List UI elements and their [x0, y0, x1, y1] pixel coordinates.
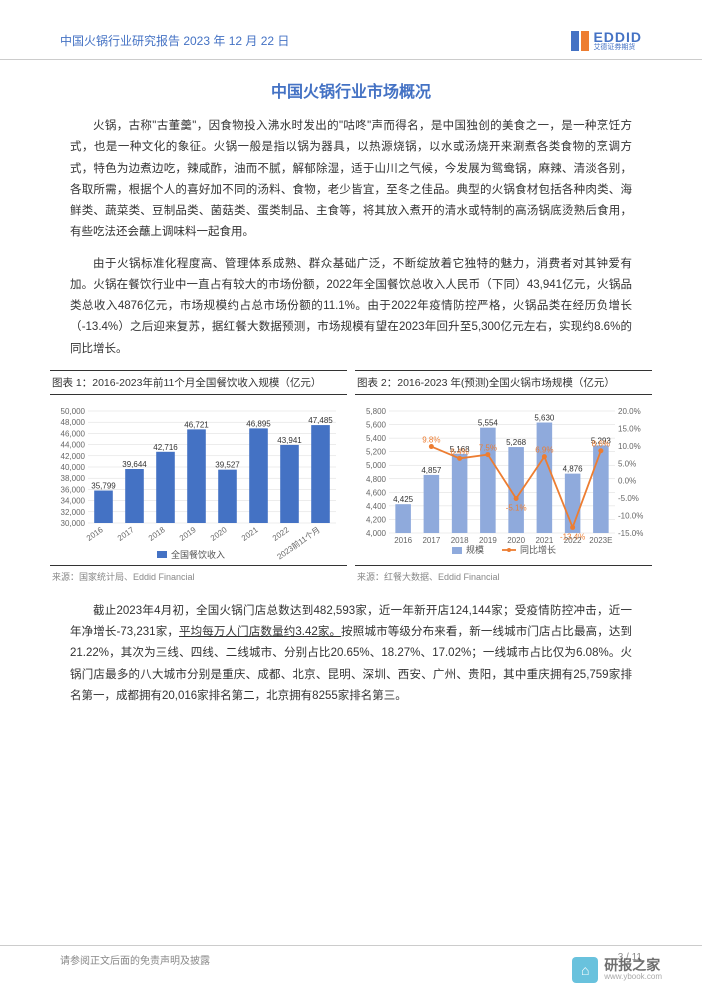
svg-text:40,000: 40,000 [61, 463, 86, 472]
svg-text:35,799: 35,799 [91, 481, 116, 490]
svg-text:4,400: 4,400 [366, 502, 387, 511]
header-title: 中国火锅行业研究报告 2023 年 12 月 22 日 [60, 32, 289, 49]
chart-1-box: 图表 1：2016-2023年前11个月全国餐饮收入规模（亿元） 30,0003… [50, 370, 347, 587]
chart-1-title: 图表 1：2016-2023年前11个月全国餐饮收入规模（亿元） [50, 371, 347, 395]
paragraph-1: 火锅，古称"古董羹"，因食物投入沸水时发出的"咕咚"声而得名，是中国独创的美食之… [0, 116, 702, 244]
svg-text:0.0%: 0.0% [618, 477, 636, 486]
svg-text:34,000: 34,000 [61, 497, 86, 506]
svg-text:36,000: 36,000 [61, 485, 86, 494]
page: 中国火锅行业研究报告 2023 年 12 月 22 日 EDDID 艾德证券期货… [0, 0, 702, 991]
watermark-icon: ⌂ [572, 957, 598, 983]
svg-text:4,600: 4,600 [366, 488, 387, 497]
chart-1-area: 30,000 32,000 34,000 36,000 38,000 40,000 42,0… [50, 395, 347, 565]
svg-text:2021: 2021 [240, 525, 260, 543]
svg-text:50,000: 50,000 [61, 407, 86, 416]
svg-text:2016: 2016 [394, 536, 412, 545]
svg-text:46,721: 46,721 [184, 420, 209, 429]
svg-text:-5.1%: -5.1% [506, 503, 527, 512]
svg-text:43,941: 43,941 [277, 436, 302, 445]
svg-text:同比增长: 同比增长 [520, 544, 556, 555]
svg-text:-10.0%: -10.0% [618, 511, 643, 520]
logo-sub: 艾德证券期货 [593, 44, 642, 51]
logo-text: EDDID 艾德证券期货 [593, 30, 642, 51]
svg-text:5,630: 5,630 [534, 413, 555, 422]
svg-text:2017: 2017 [422, 536, 440, 545]
chart-2-area: 4,000 4,200 4,400 4,600 4,800 5,000 5,200 5,400… [355, 395, 652, 565]
svg-text:46,000: 46,000 [61, 429, 86, 438]
charts-row: 图表 1：2016-2023年前11个月全国餐饮收入规模（亿元） 30,0003… [0, 370, 702, 587]
logo-bar-blue [571, 31, 579, 51]
logo-icon [571, 31, 589, 51]
svg-text:2019: 2019 [178, 525, 198, 543]
logo-main: EDDID [593, 30, 642, 44]
svg-text:2020: 2020 [507, 536, 525, 545]
svg-text:9.8%: 9.8% [422, 435, 440, 444]
svg-text:42,716: 42,716 [153, 443, 178, 452]
svg-text:32,000: 32,000 [61, 508, 86, 517]
svg-text:5,200: 5,200 [366, 448, 387, 457]
svg-text:7.5%: 7.5% [479, 443, 497, 452]
watermark: ⌂ 研报之家 www.ybook.com [572, 957, 662, 983]
svg-text:4,200: 4,200 [366, 515, 387, 524]
svg-text:2018: 2018 [147, 525, 167, 543]
watermark-sub: www.ybook.com [604, 973, 662, 982]
svg-text:全国餐饮收入: 全国餐饮收入 [171, 549, 225, 560]
section-title: 中国火锅行业市场概况 [0, 78, 702, 102]
svg-text:2022: 2022 [271, 525, 291, 543]
svg-text:6.4%: 6.4% [451, 447, 469, 456]
chart-1-source: 来源：国家统计局、Eddid Financial [50, 565, 347, 587]
logo-bar-orange [581, 31, 589, 51]
svg-text:2022: 2022 [564, 536, 582, 545]
svg-text:38,000: 38,000 [61, 474, 86, 483]
svg-text:48,000: 48,000 [61, 418, 86, 427]
svg-text:5,000: 5,000 [366, 461, 387, 470]
svg-text:39,644: 39,644 [122, 460, 147, 469]
svg-text:42,000: 42,000 [61, 452, 86, 461]
svg-text:5,554: 5,554 [478, 419, 499, 428]
svg-text:4,876: 4,876 [563, 465, 584, 474]
watermark-main: 研报之家 [604, 958, 662, 973]
svg-text:5.0%: 5.0% [618, 459, 636, 468]
svg-text:39,527: 39,527 [215, 461, 240, 470]
svg-text:47,485: 47,485 [308, 416, 333, 425]
svg-text:-15.0%: -15.0% [618, 529, 643, 538]
svg-text:-5.0%: -5.0% [618, 494, 639, 503]
chart-1-svg: 30,000 32,000 34,000 36,000 38,000 40,000 42,0… [52, 401, 342, 561]
chart-2-box: 图表 2：2016-2023 年(预测)全国火锅市场规模（亿元） 4,0004,… [355, 370, 652, 587]
svg-text:5,400: 5,400 [366, 434, 387, 443]
svg-text:2023E: 2023E [589, 536, 612, 545]
svg-text:2017: 2017 [116, 525, 136, 543]
svg-text:2018: 2018 [451, 536, 469, 545]
svg-text:4,800: 4,800 [366, 475, 387, 484]
logo: EDDID 艾德证券期货 [571, 30, 642, 51]
chart-2-svg: 4,000 4,200 4,400 4,600 4,800 5,000 5,200 5,400… [357, 401, 647, 561]
svg-text:规模: 规模 [466, 545, 484, 555]
svg-text:5,600: 5,600 [366, 420, 387, 429]
watermark-text: 研报之家 www.ybook.com [604, 958, 662, 982]
svg-text:44,000: 44,000 [61, 441, 86, 450]
paragraph-2: 由于火锅标准化程度高、管理体系成熟、群众基础广泛，不断绽放着它独特的魅力，消费者… [0, 254, 702, 360]
chart-2-source: 来源：红餐大数据、Eddid Financial [355, 565, 652, 587]
svg-text:2019: 2019 [479, 536, 497, 545]
svg-text:30,000: 30,000 [61, 519, 86, 528]
svg-text:2020: 2020 [209, 525, 229, 543]
svg-text:5,800: 5,800 [366, 407, 387, 416]
paragraph-3: 截止2023年4月初，全国火锅门店总数达到482,593家，近一年新开店124,… [0, 601, 702, 707]
svg-text:2021: 2021 [535, 536, 553, 545]
svg-text:2016: 2016 [85, 525, 105, 543]
svg-text:5,268: 5,268 [506, 438, 527, 447]
svg-text:46,895: 46,895 [246, 419, 271, 428]
svg-text:15.0%: 15.0% [618, 424, 641, 433]
p3-underline: 平均每万人门店数量约3.42家。 [179, 626, 341, 638]
svg-text:8.6%: 8.6% [592, 440, 610, 449]
svg-text:20.0%: 20.0% [618, 407, 641, 416]
svg-text:4,425: 4,425 [393, 495, 414, 504]
svg-text:10.0%: 10.0% [618, 442, 641, 451]
header: 中国火锅行业研究报告 2023 年 12 月 22 日 EDDID 艾德证券期货 [0, 0, 702, 60]
footer-disclaimer: 请参阅正文后面的免责声明及披露 [60, 952, 210, 967]
svg-text:4,857: 4,857 [421, 466, 442, 475]
svg-text:6.9%: 6.9% [535, 446, 553, 455]
chart-2-title: 图表 2：2016-2023 年(预测)全国火锅市场规模（亿元） [355, 371, 652, 395]
svg-text:4,000: 4,000 [366, 529, 387, 538]
